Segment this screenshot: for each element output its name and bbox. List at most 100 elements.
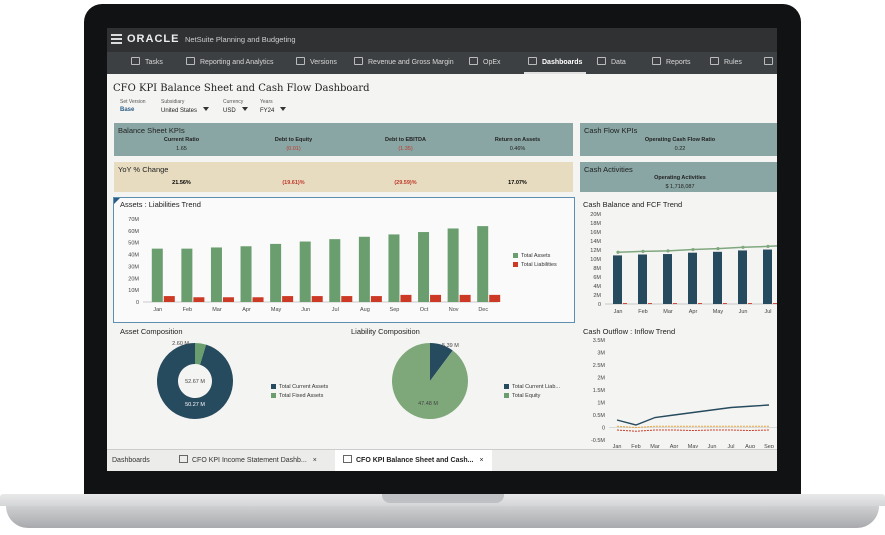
trend-point — [741, 245, 745, 249]
filter-value[interactable]: USD — [223, 108, 236, 114]
kpi-label: Return on Assets — [494, 137, 541, 143]
filter-years[interactable]: Years FY24 — [260, 99, 287, 114]
tab-dashboards[interactable]: Dashboards — [112, 450, 150, 471]
opex-icon — [469, 57, 478, 65]
tab-balance-sheet[interactable]: CFO KPI Balance Sheet and Cash... × — [335, 450, 492, 471]
close-icon[interactable]: × — [479, 457, 484, 464]
filter-value[interactable]: Base — [120, 107, 135, 113]
slice-total-current-liabilities — [430, 343, 453, 381]
bar-total-assets — [151, 248, 163, 302]
x-tick-label: Apr — [689, 309, 698, 315]
bar-total-liabilities — [430, 294, 442, 302]
bar-total-liabilities — [341, 296, 353, 302]
y-tick-label: 14M — [590, 239, 601, 245]
filter-label: Subsidiary — [161, 99, 185, 105]
filter-value[interactable]: FY24 — [260, 108, 275, 114]
bar-cash-balance — [738, 250, 747, 304]
balance-sheet-kpis: Balance Sheet KPIs Current Ratio 1.65 Deb… — [114, 123, 573, 156]
nav-reports[interactable]: Reports — [652, 52, 691, 74]
x-tick-label: Jun — [301, 307, 310, 313]
x-tick-label: Sep — [390, 307, 400, 313]
legend-label: Total Liabilities — [521, 262, 557, 268]
more-icon — [764, 57, 773, 65]
bar-fcf — [698, 303, 702, 304]
x-tick-label: Jul — [764, 309, 771, 315]
nav-data[interactable]: Data — [597, 52, 626, 74]
kpi-current-ratio: Current Ratio 1.65 — [134, 137, 229, 152]
cash-activities: Cash Activities Operating Activities $ 1,… — [580, 162, 777, 192]
y-tick-label: 50M — [128, 241, 139, 247]
y-tick-label: 10M — [128, 288, 139, 294]
nav-reporting[interactable]: Reporting and Analytics — [186, 52, 274, 74]
trend-point — [666, 249, 670, 253]
legend-swatch — [271, 384, 276, 389]
bottom-tab-bar: Dashboards CFO KPI Income Statement Dash… — [107, 449, 777, 471]
y-tick-label: 3M — [597, 351, 605, 357]
close-icon[interactable]: × — [312, 457, 317, 464]
bar-total-assets — [329, 239, 341, 302]
app-screen: ORACLE NetSuite Planning and Budgeting T… — [107, 28, 777, 471]
nav-rules[interactable]: Rules — [710, 52, 742, 74]
y-tick-label: 4M — [593, 284, 601, 290]
bar-total-liabilities — [489, 294, 501, 302]
slice-label: 50.27 M — [185, 402, 205, 408]
filter-label: Currency — [223, 99, 244, 105]
y-tick-label: 2M — [593, 293, 601, 299]
x-tick-label: Mar — [663, 309, 673, 315]
y-tick-label: 2.5M — [593, 363, 606, 369]
page-title: CFO KPI Balance Sheet and Cash Flow Dash… — [113, 83, 370, 94]
y-tick-label: 30M — [128, 264, 139, 270]
x-tick-label: Apr — [242, 307, 251, 313]
bar-fcf — [748, 303, 752, 304]
chevron-down-icon[interactable] — [203, 107, 210, 111]
chart-legend: Total Assets Total Liabilities — [513, 253, 557, 271]
dashboard-icon — [528, 57, 537, 65]
y-tick-label: 1.5M — [593, 388, 606, 394]
x-tick-label: Jun — [708, 444, 717, 448]
filter-value[interactable]: United States — [161, 108, 198, 114]
series-line — [616, 429, 770, 432]
kpi-debt-to-equity: Debt to Equity (0.01) — [246, 137, 341, 152]
nav-label: Versions — [310, 59, 337, 66]
nav-versions[interactable]: Versions — [296, 52, 337, 74]
chevron-down-icon[interactable] — [280, 107, 287, 111]
filter-subsidiary[interactable]: Subsidiary United States — [161, 99, 210, 114]
nav-revenue[interactable]: Revenue and Gross Margin — [354, 52, 454, 74]
x-tick-label: Aug — [360, 307, 370, 313]
nav-more[interactable] — [764, 52, 777, 74]
report-icon — [186, 57, 195, 65]
nav-tasks[interactable]: Tasks — [131, 52, 163, 74]
nav-dashboards[interactable]: Dashboards — [524, 52, 587, 74]
menu-icon[interactable] — [111, 34, 122, 44]
kpi-value: 1.65 — [176, 146, 187, 152]
oracle-logo: ORACLE — [127, 33, 180, 45]
legend-swatch — [513, 262, 518, 267]
bar-cash-balance — [638, 254, 647, 304]
legend-label: Total Fixed Assets — [279, 393, 324, 399]
data-icon — [597, 57, 606, 65]
x-tick-label: May — [688, 444, 699, 448]
y-tick-label: 0 — [602, 426, 605, 432]
filter-label: Set Version — [120, 99, 146, 105]
dashboard-icon — [343, 455, 352, 463]
x-tick-label: Jan — [614, 309, 623, 315]
bar-cash-balance — [763, 249, 772, 304]
chart-title: Cash Outflow : Inflow Trend — [583, 327, 676, 336]
main-nav: Tasks Reporting and Analytics Versions R… — [107, 52, 777, 74]
bar-total-assets — [358, 236, 370, 302]
nav-opex[interactable]: OpEx — [469, 52, 501, 74]
bar-total-assets — [418, 232, 430, 302]
filter-version[interactable]: Set Version Base — [120, 99, 146, 113]
kpi-value: $ 1,718,087 — [665, 184, 695, 190]
yoy-value: (29.59)% — [394, 180, 417, 186]
chevron-down-icon[interactable] — [241, 107, 248, 111]
tab-income-statement[interactable]: CFO KPI Income Statement Dashb... × — [175, 450, 321, 471]
slice-label: 47.48 M — [418, 401, 438, 407]
yoy-value: 17.07% — [508, 180, 527, 186]
legend-label: Total Current Assets — [279, 384, 329, 390]
kpi-panel-title: Cash Flow KPIs — [584, 126, 638, 135]
filter-currency[interactable]: Currency USD — [223, 99, 248, 114]
bar-total-liabilities — [193, 297, 205, 302]
chart-legend: Total Current Liab... Total Equity — [504, 384, 560, 402]
x-tick-label: Feb — [631, 444, 640, 448]
